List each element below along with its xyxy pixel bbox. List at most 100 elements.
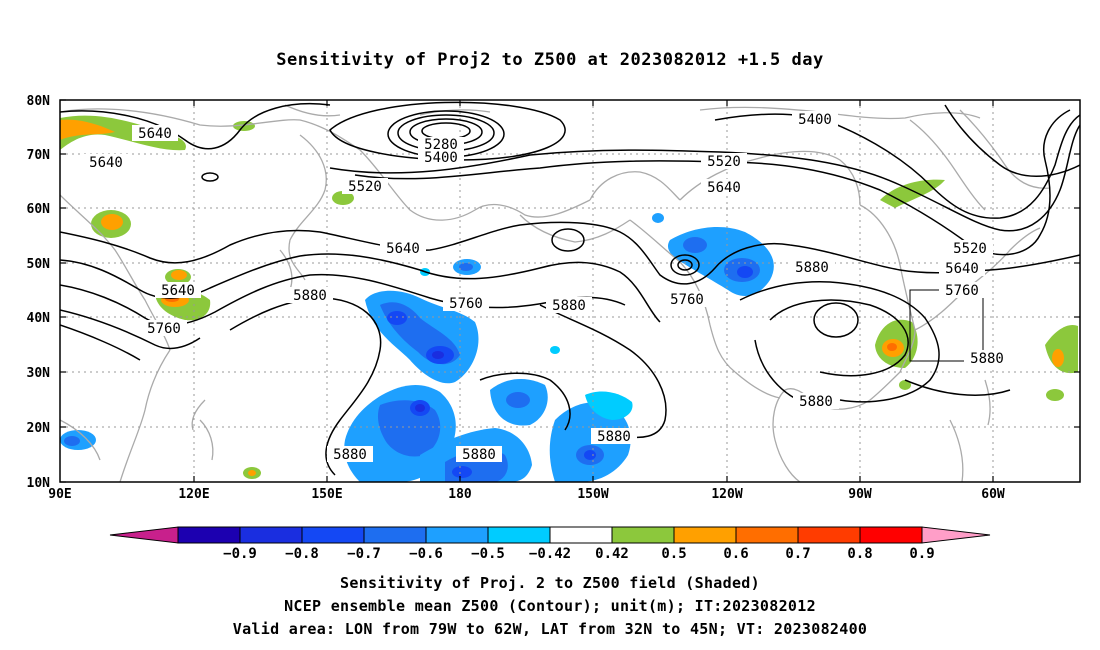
grid-lines — [60, 100, 1080, 482]
contour-label: 5760 — [939, 282, 985, 299]
svg-text:5880: 5880 — [462, 447, 496, 463]
colorbar-swatches — [177, 526, 923, 544]
svg-text:5640: 5640 — [707, 180, 741, 196]
plot-frame — [59, 99, 1081, 483]
contour-label: 5760 — [141, 320, 187, 337]
lon-label: 150W — [577, 487, 608, 502]
chart-title: Sensitivity of Proj2 to Z500 at 20230820… — [276, 50, 824, 70]
contour-label: 5880 — [789, 259, 835, 276]
lat-label: 70N — [27, 148, 51, 163]
colorbar-label: −0.8 — [285, 546, 319, 562]
svg-text:5760: 5760 — [670, 292, 704, 308]
svg-text:5880: 5880 — [293, 288, 327, 304]
lat-label: 30N — [27, 366, 51, 381]
colorbar-low-arrow — [109, 526, 179, 544]
contour-label: 5640 — [380, 240, 426, 257]
colorbar-label: 0.42 — [595, 546, 629, 562]
colorbar-label: 0.7 — [785, 546, 810, 562]
colorbar-swatch — [735, 526, 799, 544]
svg-text:5880: 5880 — [799, 394, 833, 410]
caption-line-2: NCEP ensemble mean Z500 (Contour); unit(… — [284, 597, 816, 615]
colorbar-label: 0.6 — [723, 546, 748, 562]
colorbar-swatch — [797, 526, 861, 544]
contour-label: 5520 — [342, 178, 388, 195]
svg-text:5640: 5640 — [386, 241, 420, 257]
contour-label: 5640 — [155, 282, 201, 299]
caption-line-1: Sensitivity of Proj. 2 to Z500 field (Sh… — [340, 574, 760, 592]
coastlines — [60, 104, 1051, 482]
longitude-labels: 90E 120E 150E 180 150W 120W 90W 60W — [48, 487, 1005, 502]
colorbar-label: 0.8 — [847, 546, 872, 562]
contour-label: 5400 — [792, 111, 838, 128]
contour-label: 5640 — [83, 154, 129, 171]
colorbar-swatch — [673, 526, 737, 544]
lat-label: 10N — [27, 476, 51, 491]
colorbar-label: −0.7 — [347, 546, 381, 562]
svg-text:5760: 5760 — [147, 321, 181, 337]
lon-label: 150E — [311, 487, 342, 502]
colorbar-label: −0.6 — [409, 546, 443, 562]
svg-text:5640: 5640 — [89, 155, 123, 171]
contour-labels: 5640 5640 5280 5400 5400 5520 5520 5640 … — [83, 111, 1010, 463]
contour-label: 5400 — [418, 150, 464, 166]
lon-label: 180 — [448, 487, 472, 502]
colorbar-label: −0.9 — [223, 546, 257, 562]
colorbar-swatch — [301, 526, 365, 544]
contour-label: 5760 — [664, 291, 710, 308]
lon-label: 90W — [848, 487, 872, 502]
negative-sensitivity-shading — [60, 213, 774, 482]
lon-label: 120E — [178, 487, 209, 502]
colorbar-label: −0.5 — [471, 546, 505, 562]
colorbar-high-arrow — [921, 526, 991, 544]
lon-label: 60W — [981, 487, 1005, 502]
axis-ticks — [60, 99, 1080, 483]
svg-text:5880: 5880 — [333, 447, 367, 463]
svg-text:5640: 5640 — [161, 283, 195, 299]
colorbar-label: 0.5 — [661, 546, 686, 562]
svg-text:5280: 5280 — [424, 137, 458, 153]
svg-text:5760: 5760 — [945, 283, 979, 299]
colorbar-swatch — [549, 526, 613, 544]
colorbar-swatch — [239, 526, 303, 544]
contour-label: 5760 — [443, 295, 489, 312]
colorbar-swatch — [425, 526, 489, 544]
svg-text:5640: 5640 — [138, 126, 172, 142]
contour-label: 5880 — [546, 297, 592, 314]
lat-label: 60N — [27, 202, 51, 217]
svg-text:5880: 5880 — [795, 260, 829, 276]
lat-label: 20N — [27, 421, 51, 436]
contour-label: 5640 — [132, 125, 178, 142]
contour-label: 5880 — [793, 393, 839, 410]
contour-label: 5280 — [418, 137, 464, 153]
z500-contours — [60, 101, 1080, 476]
lat-label: 50N — [27, 257, 51, 272]
contour-label: 5880 — [287, 287, 333, 304]
contour-label: 5640 — [701, 179, 747, 196]
colorbar-swatch — [177, 526, 241, 544]
svg-text:5400: 5400 — [424, 150, 458, 166]
latitude-labels: 80N 70N 60N 50N 40N 30N 20N 10N — [27, 94, 51, 491]
contour-label: 5520 — [947, 240, 993, 257]
colorbar-swatch — [611, 526, 675, 544]
lat-label: 80N — [27, 94, 51, 109]
contour-label: 5880 — [327, 446, 373, 463]
contour-label: 5880 — [591, 428, 637, 445]
colorbar-swatch — [859, 526, 923, 544]
svg-text:5400: 5400 — [798, 112, 832, 128]
svg-text:5760: 5760 — [449, 296, 483, 312]
svg-text:5880: 5880 — [597, 429, 631, 445]
svg-text:5520: 5520 — [953, 241, 987, 257]
contour-label: 5880 — [456, 446, 502, 463]
contour-label: 5520 — [701, 153, 747, 170]
colorbar-swatch — [363, 526, 427, 544]
colorbar: −0.9 −0.8 −0.7 −0.6 −0.5 −0.42 0.42 0.5 0.6 0.7 0.… — [109, 526, 991, 562]
lat-label: 40N — [27, 311, 51, 326]
svg-text:5880: 5880 — [970, 351, 1004, 367]
colorbar-label: −0.42 — [529, 546, 571, 562]
lon-label: 120W — [711, 487, 742, 502]
contour-label: 5640 — [939, 260, 985, 277]
contour-label: 5880 — [964, 350, 1010, 367]
svg-text:5520: 5520 — [707, 154, 741, 170]
svg-text:5880: 5880 — [552, 298, 586, 314]
